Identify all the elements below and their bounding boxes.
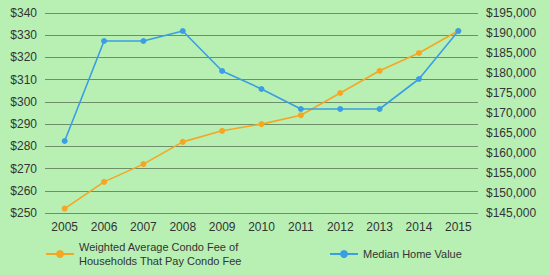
svg-text:$330: $330 <box>10 28 37 42</box>
svg-text:2010: 2010 <box>248 220 275 234</box>
svg-text:2006: 2006 <box>91 220 118 234</box>
svg-text:$310: $310 <box>10 73 37 87</box>
svg-text:2005: 2005 <box>51 220 78 234</box>
svg-text:Weighted Average Condo Fee of: Weighted Average Condo Fee of <box>79 241 241 253</box>
svg-text:$150,000: $150,000 <box>486 186 536 200</box>
svg-text:$260: $260 <box>10 184 37 198</box>
svg-text:2009: 2009 <box>209 220 236 234</box>
svg-text:2007: 2007 <box>130 220 157 234</box>
svg-text:$300: $300 <box>10 95 37 109</box>
svg-text:$340: $340 <box>10 6 37 20</box>
svg-text:$290: $290 <box>10 117 37 131</box>
svg-text:2011: 2011 <box>288 220 314 234</box>
svg-text:$165,000: $165,000 <box>486 126 536 140</box>
svg-text:$170,000: $170,000 <box>486 106 536 120</box>
svg-text:2013: 2013 <box>366 220 393 234</box>
svg-text:2014: 2014 <box>406 220 433 234</box>
svg-text:$320: $320 <box>10 50 37 64</box>
svg-text:$145,000: $145,000 <box>486 206 536 220</box>
svg-text:Households That Pay Condo Fee: Households That Pay Condo Fee <box>79 255 241 267</box>
svg-text:2008: 2008 <box>169 220 196 234</box>
svg-text:$280: $280 <box>10 139 37 153</box>
svg-text:$195,000: $195,000 <box>486 6 536 20</box>
svg-text:2015: 2015 <box>445 220 472 234</box>
svg-text:$250: $250 <box>10 206 37 220</box>
svg-text:$190,000: $190,000 <box>486 26 536 40</box>
svg-text:$180,000: $180,000 <box>486 66 536 80</box>
svg-text:$155,000: $155,000 <box>486 166 536 180</box>
svg-text:$270: $270 <box>10 162 37 176</box>
svg-text:2012: 2012 <box>327 220 354 234</box>
svg-text:$175,000: $175,000 <box>486 86 536 100</box>
svg-text:$160,000: $160,000 <box>486 146 536 160</box>
svg-text:$185,000: $185,000 <box>486 46 536 60</box>
svg-text:Median Home Value: Median Home Value <box>363 248 462 260</box>
